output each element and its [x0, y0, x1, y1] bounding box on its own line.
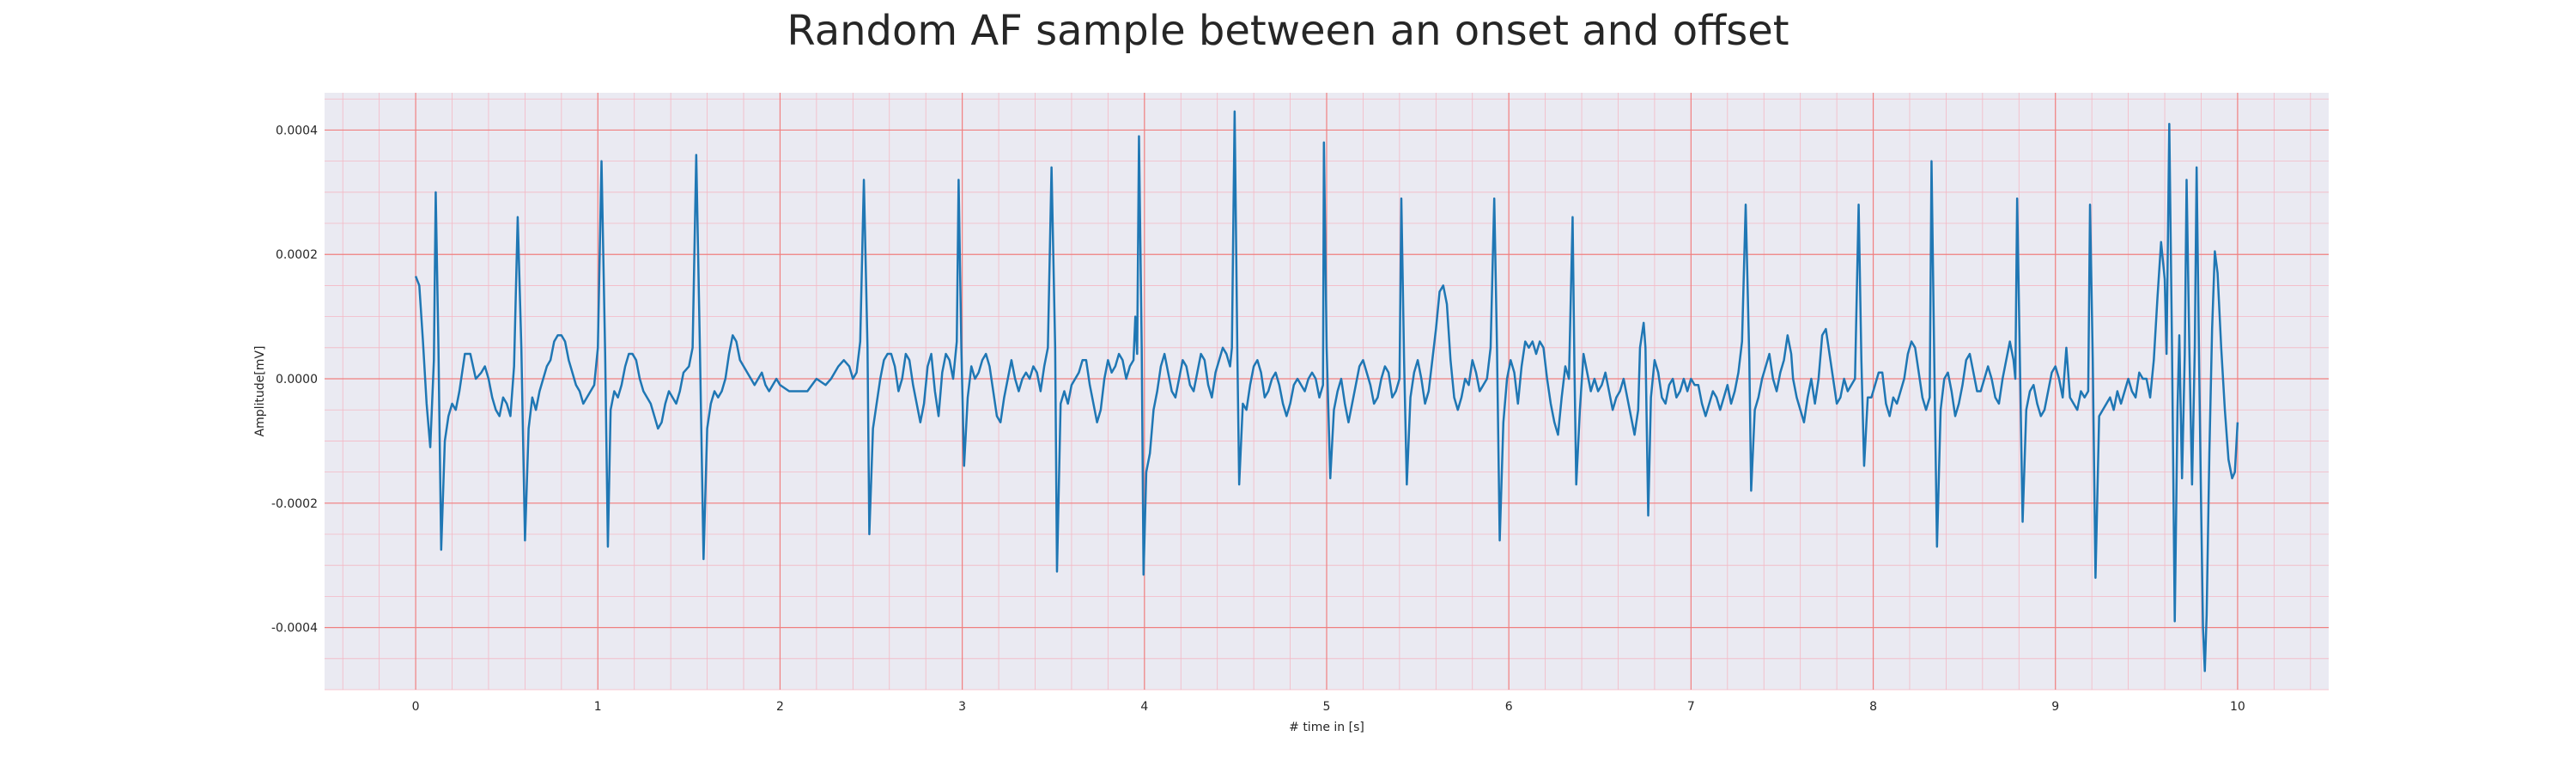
y-tick-label: 0.0004	[276, 124, 318, 137]
major-grid-vertical	[415, 93, 2239, 690]
y-tick-label: 0.0002	[276, 248, 318, 262]
x-axis-label: # time in [s]	[1289, 721, 1364, 734]
y-axis-label: Amplitude[mV]	[253, 346, 267, 437]
x-tick-label: 2	[776, 700, 784, 714]
x-tick-label: 4	[1140, 700, 1148, 714]
y-axis-ticks: -0.0004 -0.0002 0.0000 0.0002 0.0004	[271, 124, 318, 635]
y-tick-label: 0.0000	[276, 373, 318, 386]
x-tick-label: 6	[1505, 700, 1513, 714]
x-tick-label: 1	[594, 700, 602, 714]
x-tick-label: 9	[2051, 700, 2059, 714]
y-tick-label: -0.0004	[271, 622, 318, 636]
x-axis-ticks: 0 1 2 3 4 5 6 7 8 9 10	[412, 700, 2245, 714]
x-tick-label: 7	[1687, 700, 1695, 714]
x-tick-label: 0	[412, 700, 420, 714]
x-tick-label: 5	[1323, 700, 1331, 714]
chart-title: Random AF sample between an onset and of…	[787, 7, 1789, 55]
y-tick-label: -0.0002	[271, 497, 318, 511]
series-line	[414, 110, 2239, 673]
x-tick-label: 3	[958, 700, 966, 714]
x-tick-label: 8	[1869, 700, 1877, 714]
x-tick-label: 10	[2230, 700, 2245, 714]
